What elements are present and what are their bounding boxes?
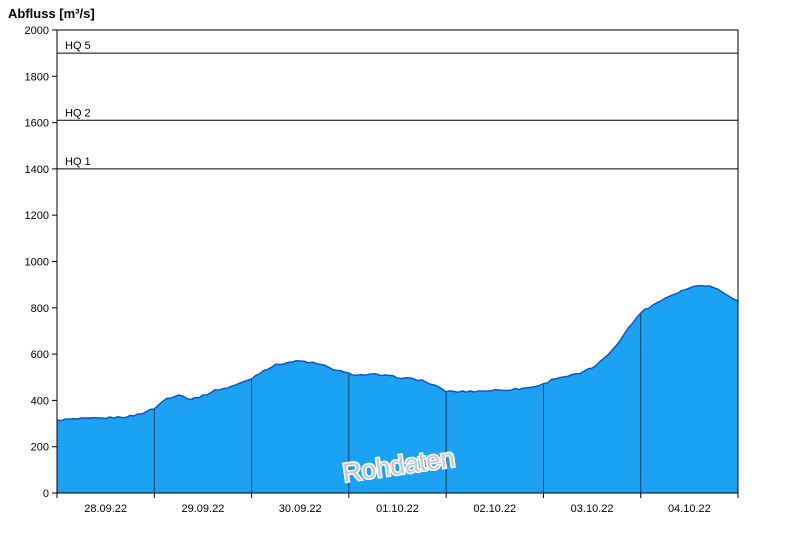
x-tick-label: 02.10.22 xyxy=(473,503,516,515)
hq-label: HQ 2 xyxy=(65,107,91,119)
x-tick-label: 29.09.22 xyxy=(182,503,225,515)
y-tick-label: 1200 xyxy=(25,210,49,222)
y-tick-label: 1600 xyxy=(25,118,49,130)
y-tick-label: 600 xyxy=(31,349,49,361)
x-tick-label: 03.10.22 xyxy=(571,503,614,515)
y-tick-label: 200 xyxy=(31,442,49,454)
y-tick-label: 1800 xyxy=(25,71,49,83)
x-tick-label: 04.10.22 xyxy=(668,503,711,515)
y-tick-label: 2000 xyxy=(25,25,49,37)
area-fill xyxy=(57,285,738,493)
y-tick-label: 1000 xyxy=(25,257,49,269)
x-tick-label: 28.09.22 xyxy=(84,503,127,515)
y-tick-label: 1400 xyxy=(25,164,49,176)
chart-title: Abfluss [m³/s] xyxy=(8,6,95,21)
x-tick-label: 01.10.22 xyxy=(376,503,419,515)
hq-label: HQ 1 xyxy=(65,156,91,168)
y-tick-label: 400 xyxy=(31,395,49,407)
discharge-curve xyxy=(56,284,739,422)
x-tick-label: 30.09.22 xyxy=(279,503,322,515)
y-tick-label: 0 xyxy=(43,488,49,500)
hq-label: HQ 5 xyxy=(65,40,91,52)
y-tick-label: 800 xyxy=(31,303,49,315)
